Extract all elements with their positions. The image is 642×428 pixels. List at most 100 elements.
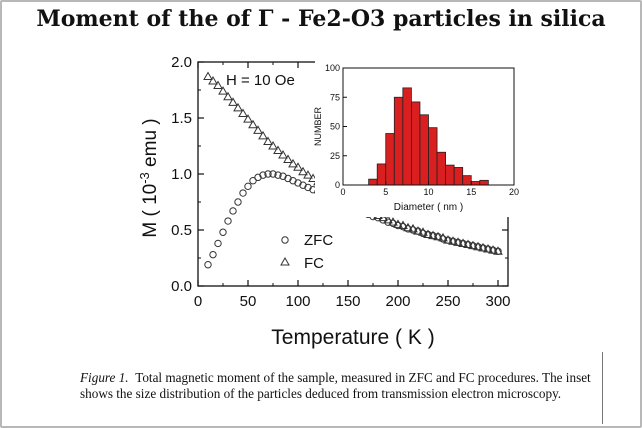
inset-x-tick-label: 5 bbox=[383, 187, 388, 197]
fc-point bbox=[458, 238, 468, 247]
zfc-point bbox=[269, 170, 277, 178]
fc-point bbox=[208, 76, 218, 85]
zfc-point bbox=[234, 198, 242, 206]
y-tick-label: 1.5 bbox=[171, 110, 192, 127]
zfc-point bbox=[219, 228, 227, 236]
histogram-bar bbox=[453, 167, 464, 186]
fc-point bbox=[213, 80, 223, 90]
x-axis-label: Temperature ( K ) bbox=[271, 326, 434, 349]
zfc-point bbox=[224, 217, 232, 225]
x-tick-label: 150 bbox=[335, 293, 360, 310]
histogram-bar bbox=[393, 96, 404, 186]
fc-point bbox=[433, 231, 443, 241]
fc-point bbox=[418, 227, 428, 236]
x-tick-label: 300 bbox=[485, 293, 510, 310]
magnetization-chart: 0 50 100 150 200 250 3000.00.51.01.52.0Tempera… bbox=[137, 54, 520, 349]
y-tick-label: 0.0 bbox=[171, 278, 192, 295]
fc-point bbox=[303, 170, 313, 179]
fc-point bbox=[228, 97, 238, 106]
fc-point bbox=[288, 158, 298, 168]
zfc-point bbox=[264, 170, 272, 178]
fc-point bbox=[278, 149, 288, 159]
legend-fc-marker bbox=[280, 256, 290, 266]
histogram-bar bbox=[462, 175, 472, 186]
field-annotation: H = 10 Oe bbox=[226, 72, 295, 89]
inset-y-tick-label: 0 bbox=[335, 180, 340, 190]
inset-y-axis-label: NUMBER bbox=[313, 107, 323, 147]
fc-point bbox=[253, 125, 263, 134]
zfc-point bbox=[249, 177, 257, 185]
y-tick-label: 2.0 bbox=[171, 54, 192, 71]
fc-point bbox=[483, 244, 493, 253]
fc-point bbox=[293, 162, 303, 171]
histogram-bar bbox=[419, 114, 429, 186]
fc-point bbox=[218, 86, 228, 95]
fc-point bbox=[273, 145, 283, 154]
fc-point bbox=[258, 130, 268, 140]
histogram-bar bbox=[445, 164, 455, 186]
inset-y-tick-label: 50 bbox=[330, 122, 340, 132]
caption-label: Figure 1. bbox=[80, 370, 129, 385]
y-tick-label: 0.5 bbox=[171, 222, 192, 239]
fc-point bbox=[388, 217, 398, 226]
fc-point bbox=[393, 219, 403, 228]
fc-point bbox=[463, 239, 473, 249]
fc-point bbox=[468, 240, 478, 250]
fc-point bbox=[283, 154, 293, 163]
page-title: Moment of the of Γ - Fe2-O3 particles in… bbox=[36, 6, 606, 32]
fc-point bbox=[233, 102, 243, 112]
fc-point bbox=[383, 214, 393, 224]
inset-y-tick-label: 75 bbox=[330, 92, 340, 102]
divider bbox=[602, 352, 603, 424]
histogram-bar bbox=[479, 179, 489, 186]
fc-point bbox=[403, 222, 413, 232]
zfc-point bbox=[244, 182, 252, 191]
inset-x-tick-label: 20 bbox=[509, 187, 519, 197]
zfc-point bbox=[274, 171, 282, 179]
x-tick-label: 50 bbox=[240, 293, 257, 310]
y-tick-label: 1.0 bbox=[171, 166, 192, 183]
x-tick-label: 250 bbox=[435, 293, 460, 310]
fc-point bbox=[413, 226, 423, 235]
histogram-bar bbox=[402, 87, 412, 186]
x-tick-label: 200 bbox=[385, 293, 410, 310]
inset-x-tick-label: 0 bbox=[340, 187, 345, 197]
fc-point bbox=[473, 241, 483, 251]
fc-point bbox=[408, 223, 418, 233]
fc-point bbox=[238, 108, 248, 118]
zfc-point bbox=[204, 261, 212, 269]
fc-point bbox=[248, 119, 258, 129]
fc-point bbox=[478, 242, 488, 252]
histogram-bar bbox=[428, 127, 438, 186]
legend-zfc-label: ZFC bbox=[304, 232, 333, 249]
histogram-bar bbox=[470, 181, 481, 186]
zfc-point bbox=[239, 189, 247, 197]
zfc-point bbox=[229, 207, 237, 215]
fc-point bbox=[298, 166, 308, 176]
inset-x-axis-label: Diameter ( nm ) bbox=[394, 202, 463, 213]
fc-point bbox=[438, 232, 448, 242]
y-axis-label: M ( 10-3 emu ) bbox=[137, 118, 161, 237]
fc-point bbox=[223, 91, 233, 101]
fc-point bbox=[203, 71, 213, 81]
fc-point bbox=[488, 245, 498, 254]
inset-y-tick-label: 100 bbox=[325, 63, 340, 73]
legend-fc-label: FC bbox=[304, 255, 324, 272]
figure-caption: Figure 1. Total magnetic moment of the s… bbox=[80, 370, 625, 402]
fc-point bbox=[428, 230, 438, 240]
zfc-point bbox=[259, 171, 267, 179]
x-tick-label: 0 bbox=[194, 293, 202, 310]
histogram-bar bbox=[410, 101, 421, 186]
fc-point bbox=[493, 246, 503, 255]
x-tick-label: 100 bbox=[285, 293, 310, 310]
fc-point bbox=[243, 114, 253, 123]
histogram-bar bbox=[376, 163, 387, 186]
inset-y-tick-label: 25 bbox=[330, 151, 340, 161]
fc-point bbox=[423, 229, 433, 238]
fc-point bbox=[268, 140, 278, 150]
zfc-point bbox=[209, 250, 217, 259]
inset-x-tick-label: 15 bbox=[466, 187, 476, 197]
zfc-point bbox=[214, 239, 222, 248]
fc-point bbox=[378, 212, 388, 222]
inset-x-tick-label: 10 bbox=[423, 187, 433, 197]
